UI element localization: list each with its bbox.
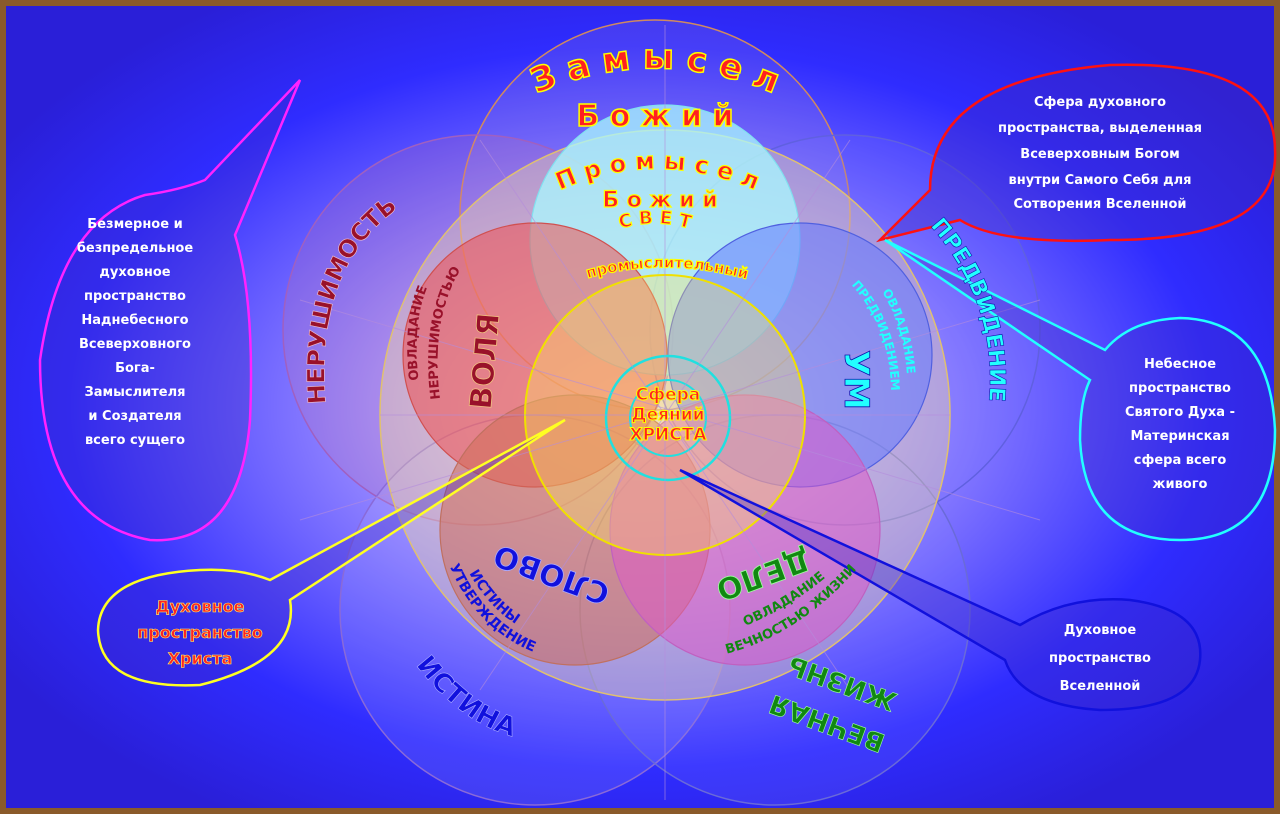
callout-top-right-line-2: пространства, выделенная	[998, 121, 1202, 136]
callout-left-line-7: Бога-	[115, 361, 155, 376]
callout-left	[38, 79, 302, 542]
callout-top-right-line-3: Всеверховным Богом	[1020, 147, 1179, 162]
callout-top-right-line-4: внутри Самого Себя для	[1009, 173, 1192, 188]
callout-top-right-line-1: Сфера духовного	[1034, 95, 1166, 110]
center-line-2: Деяний	[631, 405, 704, 425]
callout-bottom-left-line-3: Христа	[168, 649, 233, 668]
callout-left-line-2: безпредельное	[77, 241, 194, 256]
callout-right	[884, 238, 1277, 542]
callout-left-line-10: всего сущего	[85, 433, 185, 448]
callout-left-line-4: пространство	[84, 289, 186, 304]
callout-bottom-left	[96, 418, 566, 687]
callout-right-line-2: пространство	[1129, 381, 1231, 396]
title-promysel-bozhiy: Б о ж и й	[602, 188, 717, 213]
callout-bottom-left-line-1: Духовное	[155, 597, 244, 616]
circle-center-outer	[604, 354, 732, 482]
callout-left-line-3: духовное	[99, 265, 170, 280]
callout-top-right-line-5: Сотворения Вселенной	[1013, 197, 1186, 212]
label-um: УМ	[836, 350, 876, 410]
callout-bottom-right	[679, 468, 1202, 712]
guide-lines	[299, 25, 1041, 800]
callout-right-line-1: Небесное	[1144, 357, 1216, 372]
callout-right-line-6: живого	[1153, 477, 1208, 492]
callout-bottom-right-line-2: пространство	[1049, 651, 1151, 666]
center-line-3: ХРИСТА	[629, 425, 707, 445]
title-bozhiy: Б о ж и й	[576, 99, 733, 134]
callout-bottom-right-line-1: Духовное	[1064, 623, 1137, 638]
callout-bottom-right-line-3: Вселенной	[1060, 679, 1141, 694]
callout-left-line-1: Безмерное и	[87, 217, 182, 232]
callout-left-line-5: Наднебесного	[81, 313, 188, 328]
callout-right-line-4: Материнская	[1130, 429, 1229, 444]
callout-left-line-9: и Создателя	[88, 409, 181, 424]
callout-right-line-5: сфера всего	[1134, 453, 1227, 468]
circle-center-inner	[629, 379, 707, 457]
callout-top-right	[875, 63, 1277, 243]
callout-bottom-left-line-2: пространство	[137, 623, 262, 642]
callout-right-line-3: Святого Духа -	[1125, 405, 1235, 420]
center-line-1: Сфера	[636, 385, 701, 405]
callout-left-line-6: Всеверховного	[79, 337, 191, 352]
callout-left-line-8: Замыслителя	[85, 385, 186, 400]
